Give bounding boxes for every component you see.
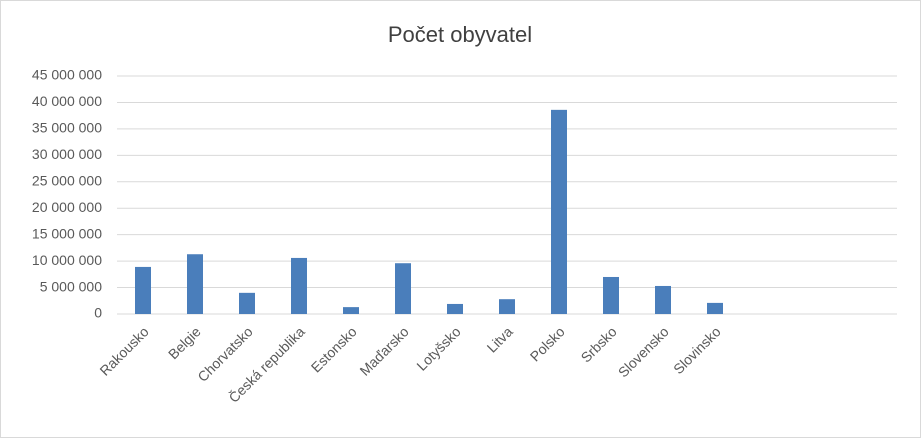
bar (343, 307, 359, 314)
y-tick-label: 30 000 000 (32, 146, 102, 162)
y-tick-label: 10 000 000 (32, 252, 102, 268)
chart-title: Počet obyvatel (388, 22, 532, 47)
y-tick-label: 0 (94, 305, 102, 321)
bar (447, 303, 463, 314)
bar (603, 276, 619, 314)
bar (239, 292, 255, 314)
bar (707, 302, 723, 314)
bar (551, 109, 567, 314)
y-tick-label: 25 000 000 (32, 172, 102, 188)
bar (291, 257, 307, 314)
y-tick-label: 20 000 000 (32, 199, 102, 215)
bar (499, 299, 515, 314)
y-tick-label: 45 000 000 (32, 67, 102, 83)
bar (395, 263, 411, 314)
bar (135, 266, 151, 314)
y-tick-label: 5 000 000 (40, 278, 102, 294)
bar (187, 254, 203, 314)
y-tick-label: 40 000 000 (32, 93, 102, 109)
bar (655, 285, 671, 314)
y-tick-label: 35 000 000 (32, 120, 102, 136)
y-tick-label: 15 000 000 (32, 225, 102, 241)
